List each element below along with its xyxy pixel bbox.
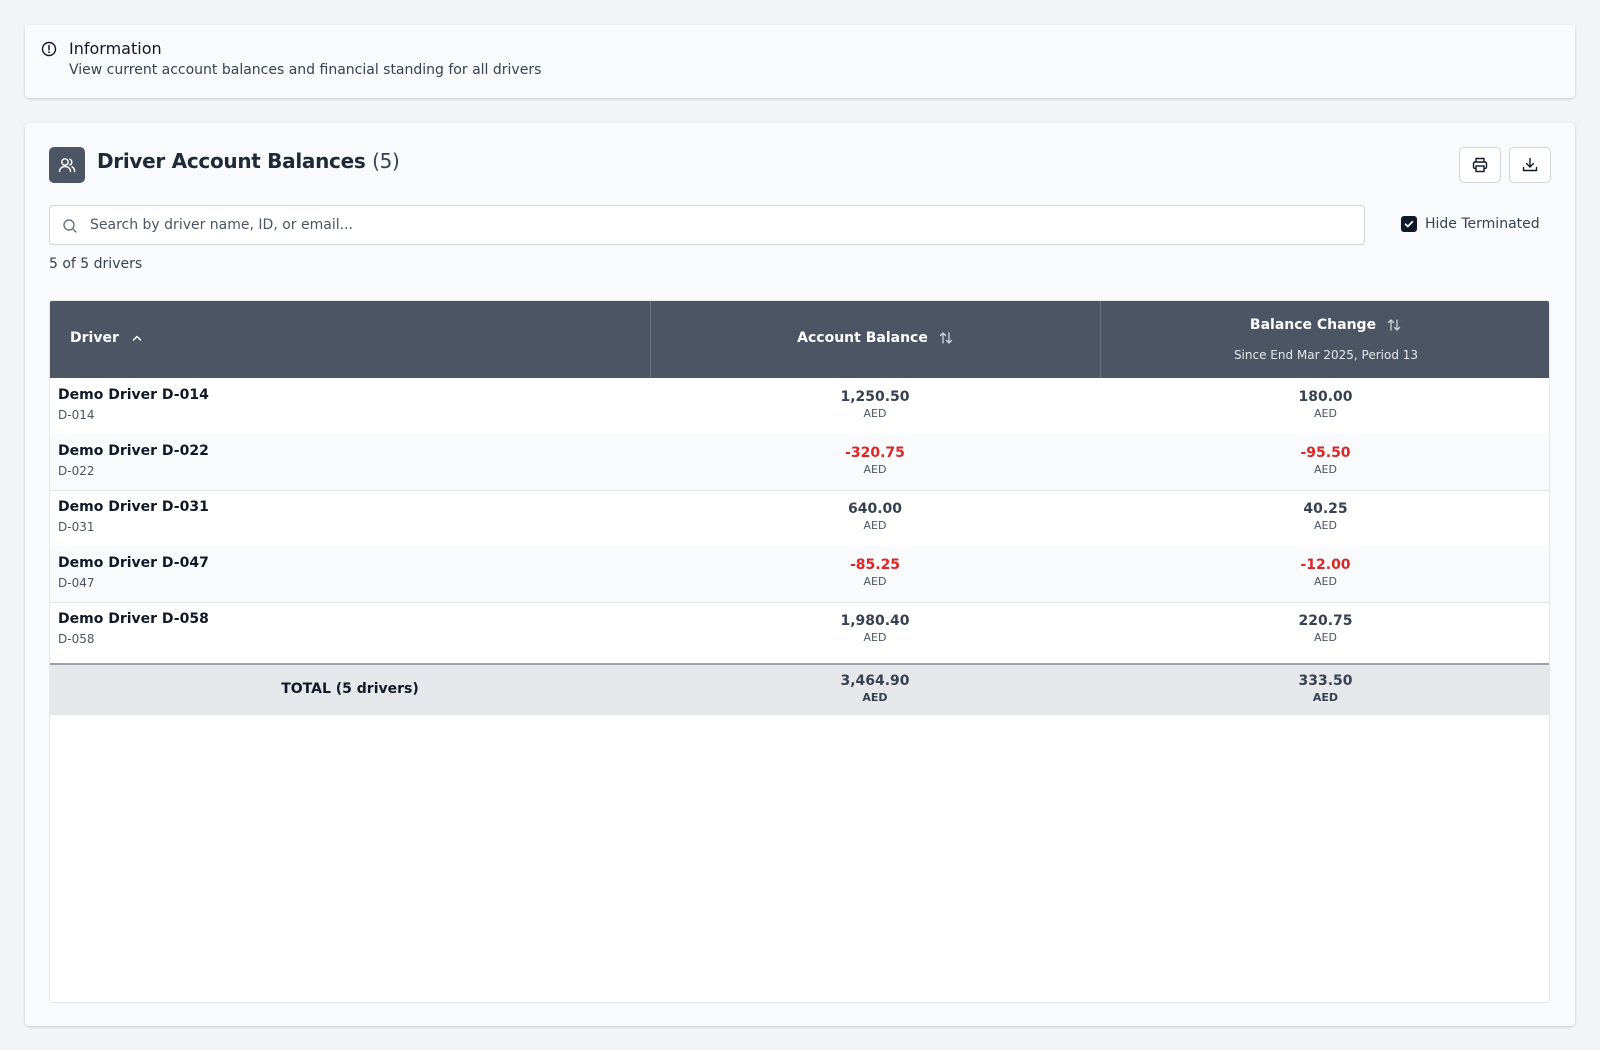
table-row[interactable]: Demo Driver D-058 D-058 1,980.40 AED 220… <box>50 602 1549 659</box>
change-value: 220.75 <box>1298 613 1353 629</box>
column-label-account-balance: Account Balance <box>797 330 928 346</box>
info-circle-icon <box>41 41 57 57</box>
driver-id: D-047 <box>58 576 95 590</box>
total-label: TOTAL (5 drivers) <box>281 681 419 697</box>
change-currency: AED <box>1314 519 1337 532</box>
total-change-value: 333.50 <box>1298 673 1353 689</box>
change-currency: AED <box>1314 407 1337 420</box>
change-cell: 180.00 AED <box>1100 389 1549 420</box>
driver-id: D-031 <box>58 520 95 534</box>
information-description: View current account balances and financ… <box>69 62 542 78</box>
table-row[interactable]: Demo Driver D-014 D-014 1,250.50 AED 180… <box>50 378 1549 435</box>
search-input[interactable] <box>90 206 1350 244</box>
print-button[interactable] <box>1459 147 1501 183</box>
balance-cell: 1,980.40 AED <box>650 613 1100 644</box>
balances-table: Driver Account Balance Balance Ch <box>49 300 1550 1003</box>
driver-name: Demo Driver D-031 <box>58 499 209 515</box>
change-cell: -12.00 AED <box>1100 557 1549 588</box>
sort-arrows-icon <box>939 332 952 344</box>
balance-cell: -320.75 AED <box>650 445 1100 476</box>
column-sublabel-balance-change: Since End Mar 2025, Period 13 <box>1233 348 1419 362</box>
hide-terminated-toggle[interactable]: Hide Terminated <box>1401 214 1540 234</box>
page-title-label: Driver Account Balances <box>97 149 366 173</box>
driver-cell: Demo Driver D-058 D-058 <box>58 611 209 646</box>
users-icon <box>49 147 85 183</box>
change-currency: AED <box>1314 575 1337 588</box>
information-title: Information <box>69 39 162 58</box>
printer-icon <box>1472 157 1488 173</box>
change-cell: -95.50 AED <box>1100 445 1549 476</box>
driver-name: Demo Driver D-014 <box>58 387 209 403</box>
page-title: Driver Account Balances (5) <box>97 149 400 173</box>
balance-value: -85.25 <box>849 557 901 573</box>
balance-value: -320.75 <box>845 445 905 461</box>
table-header: Driver Account Balance Balance Ch <box>50 301 1549 378</box>
hide-terminated-checkbox[interactable] <box>1401 216 1417 232</box>
checkmark-icon <box>1404 220 1414 228</box>
table-row[interactable]: Demo Driver D-022 D-022 -320.75 AED -95.… <box>50 434 1549 491</box>
balance-value: 1,980.40 <box>840 613 910 629</box>
driver-name: Demo Driver D-022 <box>58 443 209 459</box>
change-value: -12.00 <box>1300 557 1351 573</box>
chevron-up-icon <box>132 335 142 341</box>
total-change-currency: AED <box>1312 691 1339 704</box>
download-button[interactable] <box>1509 147 1551 183</box>
driver-name: Demo Driver D-047 <box>58 555 209 571</box>
change-cell: 220.75 AED <box>1100 613 1549 644</box>
column-label-balance-change: Balance Change <box>1249 317 1377 333</box>
balance-currency: AED <box>863 463 887 476</box>
driver-cell: Demo Driver D-014 D-014 <box>58 387 209 422</box>
results-count: 5 of 5 drivers <box>49 256 143 272</box>
total-balance-value: 3,464.90 <box>840 673 910 689</box>
information-banner: Information View current account balance… <box>25 25 1575 98</box>
balance-currency: AED <box>863 631 887 644</box>
driver-name: Demo Driver D-058 <box>58 611 209 627</box>
change-cell: 40.25 AED <box>1100 501 1549 532</box>
driver-id: D-014 <box>58 408 95 422</box>
sort-arrows-icon <box>1387 319 1401 331</box>
change-value: -95.50 <box>1300 445 1351 461</box>
driver-cell: Demo Driver D-047 D-047 <box>58 555 209 590</box>
driver-id: D-058 <box>58 632 95 646</box>
balance-cell: 640.00 AED <box>650 501 1100 532</box>
total-row: TOTAL (5 drivers) 3,464.90 AED 333.50 AE… <box>50 663 1549 715</box>
change-value: 180.00 <box>1298 389 1353 405</box>
balance-currency: AED <box>863 407 887 420</box>
balance-currency: AED <box>863 575 887 588</box>
change-value: 40.25 <box>1303 501 1348 517</box>
balance-currency: AED <box>863 519 887 532</box>
total-balance-currency: AED <box>862 691 888 704</box>
table-row[interactable]: Demo Driver D-031 D-031 640.00 AED 40.25… <box>50 490 1549 547</box>
table-row[interactable]: Demo Driver D-047 D-047 -85.25 AED -12.0… <box>50 546 1549 603</box>
page-title-count: (5) <box>372 149 400 173</box>
column-header-balance-change[interactable]: Balance Change Since End Mar 2025, Perio… <box>1100 301 1549 378</box>
change-currency: AED <box>1314 463 1337 476</box>
balance-value: 640.00 <box>847 501 903 517</box>
balance-cell: 1,250.50 AED <box>650 389 1100 420</box>
search-icon <box>63 219 77 233</box>
column-header-account-balance[interactable]: Account Balance <box>650 301 1100 378</box>
total-balance-cell: 3,464.90 AED <box>650 673 1100 704</box>
balance-cell: -85.25 AED <box>650 557 1100 588</box>
column-header-driver[interactable]: Driver <box>50 301 650 378</box>
driver-cell: Demo Driver D-031 D-031 <box>58 499 209 534</box>
change-currency: AED <box>1314 631 1337 644</box>
column-label-driver: Driver <box>70 330 119 346</box>
driver-balances-card: Driver Account Balances (5) Hide Termina… <box>25 123 1575 1026</box>
download-icon <box>1522 157 1538 172</box>
total-change-cell: 333.50 AED <box>1100 673 1549 704</box>
driver-cell: Demo Driver D-022 D-022 <box>58 443 209 478</box>
balance-value: 1,250.50 <box>840 389 910 405</box>
driver-id: D-022 <box>58 464 95 478</box>
hide-terminated-label[interactable]: Hide Terminated <box>1425 216 1540 232</box>
search-box <box>49 205 1365 245</box>
